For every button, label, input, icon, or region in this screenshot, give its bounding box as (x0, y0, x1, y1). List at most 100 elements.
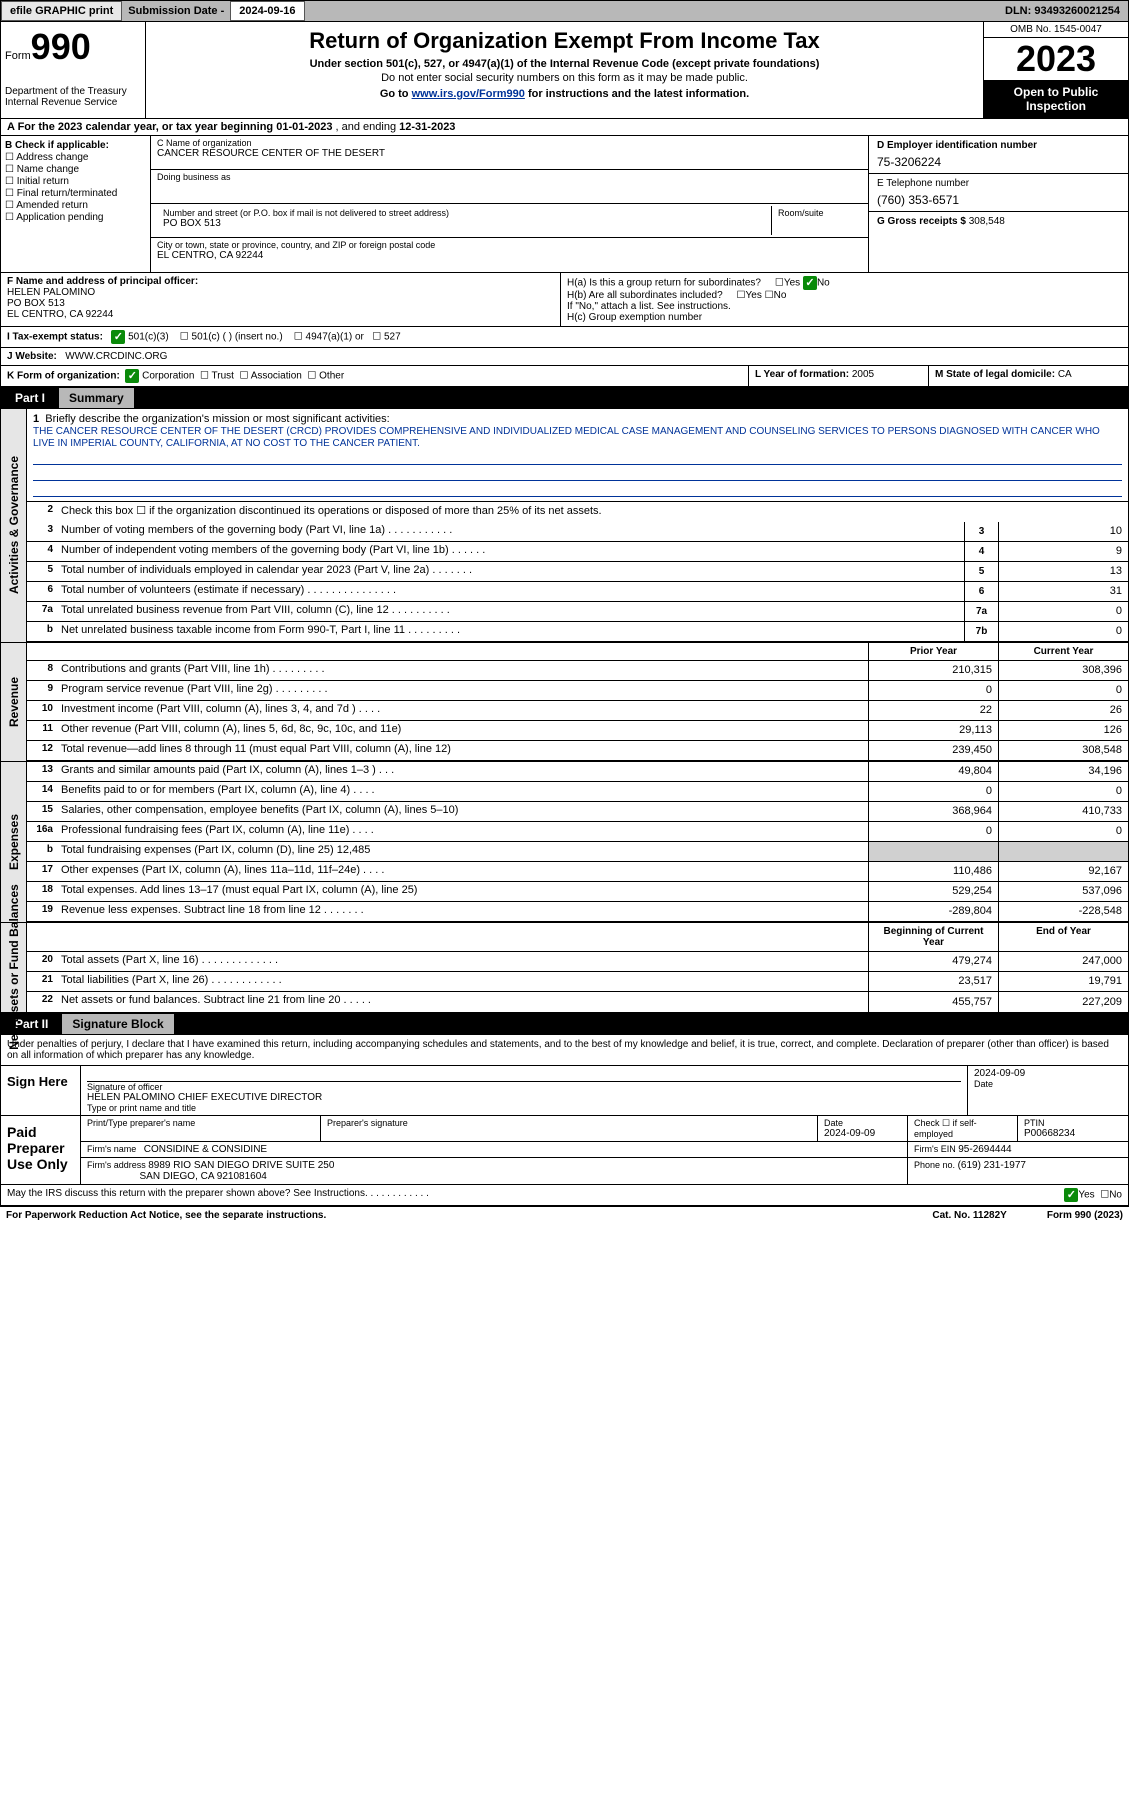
open-to-public: Open to PublicInspection (984, 81, 1128, 118)
header-title-block: Return of Organization Exempt From Incom… (146, 22, 983, 118)
chk-application-pending[interactable]: ☐ Application pending (5, 212, 146, 223)
efile-print-button[interactable]: efile GRAPHIC print (1, 1, 122, 21)
col-b-checkboxes: B Check if applicable: ☐ Address change … (1, 136, 151, 272)
b21: 23,517 (868, 972, 998, 991)
c8: 308,396 (998, 661, 1128, 680)
val-5: 13 (998, 562, 1128, 581)
e22: 227,209 (998, 992, 1128, 1012)
header-left: Form990 Department of the Treasury Inter… (1, 22, 146, 118)
fundraising-total: 12,485 (337, 844, 371, 856)
firm-name: CONSIDINE & CONSIDINE (144, 1144, 267, 1155)
p12: 239,450 (868, 741, 998, 760)
col-d-ids: D Employer identification number 75-3206… (868, 136, 1128, 272)
officer-sig-name: HELEN PALOMINO CHIEF EXECUTIVE DIRECTOR (87, 1092, 961, 1103)
e21: 19,791 (998, 972, 1128, 991)
omb-number: OMB No. 1545-0047 (984, 22, 1128, 38)
paid-preparer-block: Paid Preparer Use Only Print/Type prepar… (0, 1116, 1129, 1185)
val-3: 10 (998, 522, 1128, 541)
c15: 410,733 (998, 802, 1128, 821)
p11: 29,113 (868, 721, 998, 740)
year-formation: 2005 (852, 369, 874, 380)
form-title: Return of Organization Exempt From Incom… (150, 28, 979, 54)
row-j: J Website: WWW.CRCDINC.ORG (0, 348, 1129, 366)
c17: 92,167 (998, 862, 1128, 881)
topbar: efile GRAPHIC print Submission Date - 20… (0, 0, 1129, 22)
e20: 247,000 (998, 952, 1128, 971)
discuss-yes-checked: ✓ (1064, 1188, 1078, 1202)
gross-receipts: 308,548 (969, 216, 1005, 227)
p14: 0 (868, 782, 998, 801)
chk-final-return[interactable]: ☐ Final return/terminated (5, 188, 146, 199)
tax-year: 2023 (984, 38, 1128, 81)
p10: 22 (868, 701, 998, 720)
firm-phone: (619) 231-1977 (958, 1160, 1026, 1171)
form-ref: Form 990 (2023) (1047, 1210, 1123, 1221)
dln-label: DLN: 93493260021254 (997, 1, 1128, 21)
ptin: P00668234 (1024, 1128, 1122, 1139)
501c3-checked: ✓ (111, 330, 125, 344)
form-goto: Go to www.irs.gov/Form990 for instructio… (150, 88, 979, 100)
part2-header: Part II Signature Block (0, 1013, 1129, 1035)
chk-amended-return[interactable]: ☐ Amended return (5, 200, 146, 211)
chk-initial-return[interactable]: ☐ Initial return (5, 176, 146, 187)
form-header: Form990 Department of the Treasury Inter… (0, 22, 1129, 119)
part1-header: Part I Summary (0, 387, 1129, 409)
ein-value: 75-3206224 (877, 155, 1120, 169)
form-number: 990 (31, 26, 91, 67)
c9: 0 (998, 681, 1128, 700)
c11: 126 (998, 721, 1128, 740)
c14: 0 (998, 782, 1128, 801)
p9: 0 (868, 681, 998, 700)
perjury-statement: Under penalties of perjury, I declare th… (0, 1035, 1129, 1066)
h-a-no-checked: ✓ (803, 276, 817, 290)
block-bcd: B Check if applicable: ☐ Address change … (0, 136, 1129, 272)
chk-address-change[interactable]: ☐ Address change (5, 152, 146, 163)
submission-date-value: 2024-09-16 (230, 1, 304, 21)
c16a: 0 (998, 822, 1128, 841)
row-i: I Tax-exempt status: ✓ 501(c)(3) ☐ 501(c… (0, 327, 1129, 348)
org-name: CANCER RESOURCE CENTER OF THE DESERT (157, 148, 862, 159)
corp-checked: ✓ (125, 369, 139, 383)
p19: -289,804 (868, 902, 998, 921)
b22: 455,757 (868, 992, 998, 1012)
firm-ein: 95-2694444 (958, 1144, 1011, 1155)
org-city: EL CENTRO, CA 92244 (157, 250, 862, 261)
form-990-page: efile GRAPHIC print Submission Date - 20… (0, 0, 1129, 1224)
p18: 529,254 (868, 882, 998, 901)
row-a-tax-year: A For the 2023 calendar year, or tax yea… (0, 119, 1129, 136)
officer-name: HELEN PALOMINO (7, 287, 95, 298)
state-domicile: CA (1058, 369, 1072, 380)
vtab-revenue: Revenue (1, 643, 27, 761)
topbar-spacer (305, 1, 997, 21)
submission-date-label: Submission Date - (122, 1, 230, 21)
vtab-net-assets: Net Assets or Fund Balances (1, 923, 27, 1012)
irs-link[interactable]: www.irs.gov/Form990 (412, 88, 525, 100)
dln-value: 93493260021254 (1034, 5, 1120, 17)
c10: 26 (998, 701, 1128, 720)
paperwork-footer: For Paperwork Reduction Act Notice, see … (0, 1206, 1129, 1224)
header-right: OMB No. 1545-0047 2023 Open to PublicIns… (983, 22, 1128, 118)
p15: 368,964 (868, 802, 998, 821)
form-subtitle-1: Under section 501(c), 527, or 4947(a)(1)… (150, 58, 979, 70)
org-street: PO BOX 513 (163, 218, 765, 229)
section-expenses: Expenses 13Grants and similar amounts pa… (0, 761, 1129, 922)
row-klm: K Form of organization: ✓ Corporation ☐ … (0, 366, 1129, 387)
val-7a: 0 (998, 602, 1128, 621)
chk-name-change[interactable]: ☐ Name change (5, 164, 146, 175)
section-net-assets: Net Assets or Fund Balances Beginning of… (0, 922, 1129, 1013)
b20: 479,274 (868, 952, 998, 971)
sig-date: 2024-09-09 (974, 1068, 1122, 1079)
c18: 537,096 (998, 882, 1128, 901)
phone-value: (760) 353-6571 (877, 193, 1120, 207)
c12: 308,548 (998, 741, 1128, 760)
section-governance: Activities & Governance 1 Briefly descri… (0, 409, 1129, 642)
mission-text: THE CANCER RESOURCE CENTER OF THE DESERT… (33, 426, 1100, 449)
vtab-governance: Activities & Governance (1, 409, 27, 642)
website-value: WWW.CRCDINC.ORG (65, 351, 167, 362)
val-4: 9 (998, 542, 1128, 561)
val-7b: 0 (998, 622, 1128, 641)
cat-no: Cat. No. 11282Y (932, 1210, 1006, 1221)
sign-here-block: Sign Here Signature of officer HELEN PAL… (0, 1066, 1129, 1116)
p13: 49,804 (868, 762, 998, 781)
c13: 34,196 (998, 762, 1128, 781)
